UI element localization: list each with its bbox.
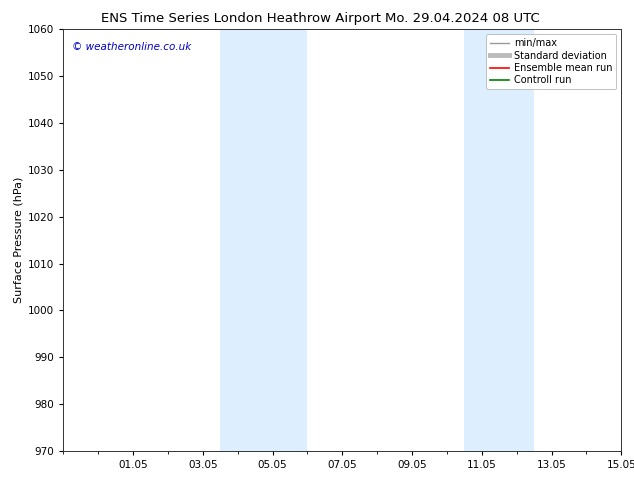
Text: Mo. 29.04.2024 08 UTC: Mo. 29.04.2024 08 UTC	[385, 12, 540, 25]
Y-axis label: Surface Pressure (hPa): Surface Pressure (hPa)	[14, 177, 24, 303]
Text: © weatheronline.co.uk: © weatheronline.co.uk	[72, 42, 191, 52]
Legend: min/max, Standard deviation, Ensemble mean run, Controll run: min/max, Standard deviation, Ensemble me…	[486, 34, 616, 89]
Text: ENS Time Series London Heathrow Airport: ENS Time Series London Heathrow Airport	[101, 12, 381, 25]
Bar	[221, 29, 307, 451]
Bar	[464, 29, 534, 451]
